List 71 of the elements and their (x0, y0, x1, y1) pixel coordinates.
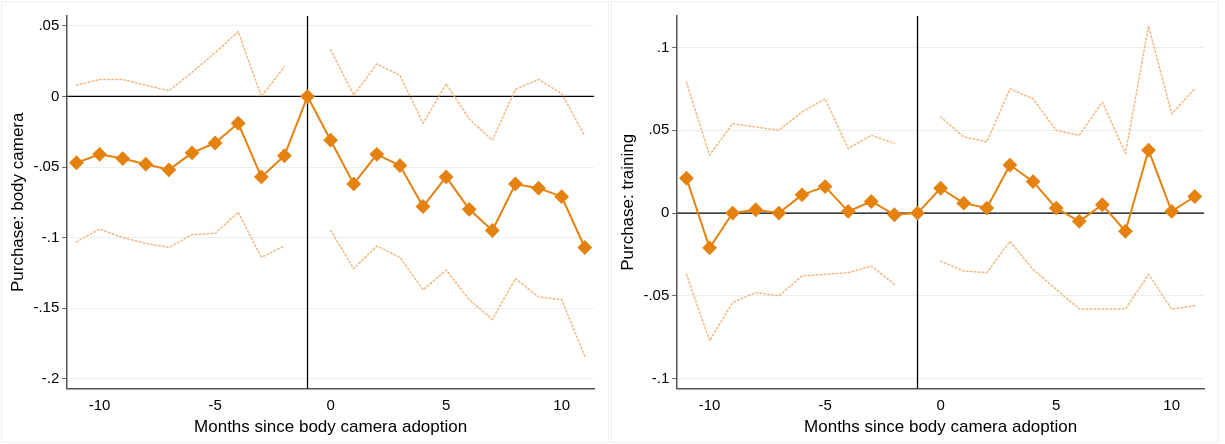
y-tick-label: -.2 (41, 368, 60, 386)
point (841, 204, 856, 219)
point (138, 157, 153, 172)
point (346, 176, 361, 191)
point (185, 145, 199, 160)
point (69, 155, 84, 170)
point (1164, 204, 1179, 219)
y-tick-label: -.05 (643, 286, 670, 303)
point (577, 240, 592, 255)
point (92, 147, 107, 162)
point (208, 136, 223, 151)
point (956, 196, 971, 211)
x-axis-title: Months since body camera adoption (804, 417, 1078, 437)
point (818, 179, 833, 194)
y-tick-label: .1 (656, 37, 670, 55)
point (864, 194, 879, 209)
x-tick-label: 0 (936, 395, 945, 413)
y-tick-label: 0 (50, 86, 60, 104)
y-tick-label: .05 (648, 120, 670, 138)
x-tick-label: -10 (698, 395, 721, 413)
x-tick-label: -5 (818, 395, 832, 413)
point (725, 206, 740, 221)
y-tick-label: -.1 (651, 368, 670, 386)
point (462, 202, 477, 217)
point (795, 187, 809, 202)
x-tick-label: 10 (553, 395, 570, 413)
point (323, 133, 338, 148)
point (1072, 214, 1087, 229)
point (1049, 201, 1064, 216)
point (277, 148, 292, 163)
point (485, 223, 500, 238)
point (508, 176, 523, 191)
point (554, 189, 569, 204)
point (1141, 143, 1156, 158)
point (369, 147, 384, 162)
point (1002, 158, 1017, 173)
point (887, 207, 902, 222)
y-tick-label: -.05 (33, 157, 60, 175)
x-axis-title: Months since body camera adoption (194, 417, 468, 437)
x-tick-label: 5 (441, 395, 451, 413)
point (231, 116, 246, 131)
y-tick-label: -.15 (33, 298, 60, 316)
point (702, 240, 717, 255)
point (1095, 197, 1110, 212)
x-tick-label: -5 (208, 395, 222, 413)
point (531, 181, 546, 196)
y-tick-label: -.1 (41, 227, 60, 245)
point (910, 206, 925, 221)
point (771, 206, 786, 221)
point (679, 171, 694, 186)
point (1187, 189, 1202, 204)
point (748, 202, 763, 217)
x-tick-label: -10 (88, 395, 111, 413)
x-tick-label: 10 (1163, 395, 1180, 413)
y-tick-label: 0 (660, 203, 670, 221)
y-axis-title: Purchase: training (617, 133, 637, 271)
y-axis-title: Purchase: body camera (7, 111, 27, 293)
point (300, 89, 315, 104)
point (115, 151, 130, 166)
point (161, 162, 176, 177)
y-tick-label: .05 (38, 16, 60, 34)
x-tick-label: 0 (326, 395, 335, 413)
point (979, 201, 994, 216)
point (1118, 224, 1133, 239)
point (1026, 174, 1041, 189)
point (439, 169, 454, 184)
point (933, 181, 948, 196)
point (392, 158, 407, 173)
point (416, 199, 431, 214)
point (254, 169, 269, 184)
x-tick-label: 5 (1051, 395, 1061, 413)
